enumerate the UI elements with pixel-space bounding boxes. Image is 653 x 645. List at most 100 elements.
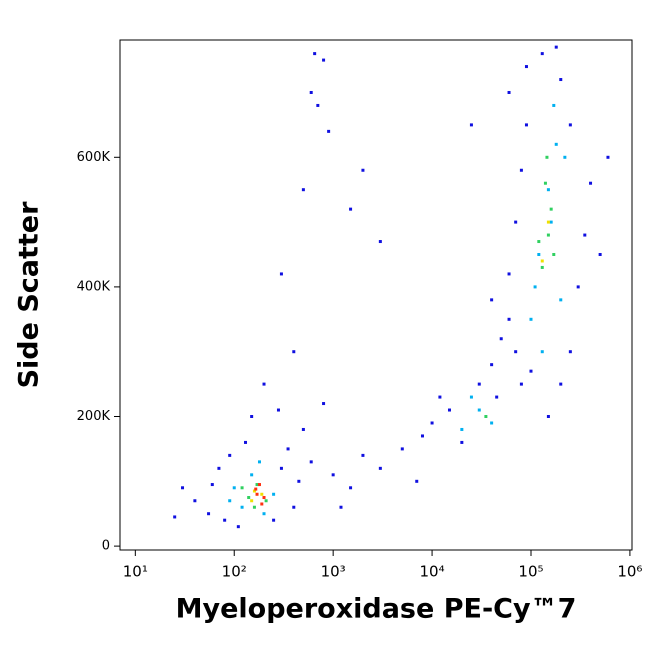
point [563,155,567,159]
point [173,515,177,519]
point [331,473,335,477]
point [262,496,266,500]
point [552,103,556,107]
point [279,272,283,276]
x-tick-label: 10⁴ [420,563,445,581]
point [529,317,533,321]
point [568,123,572,127]
point [207,512,211,516]
y-tick-label: 0 [102,539,110,554]
point [252,505,256,509]
point [490,363,494,367]
point [217,466,221,470]
point [543,181,547,185]
y-axis-label: Side Scatter [14,201,45,389]
point [236,525,240,529]
point [529,369,533,373]
point [361,453,365,457]
point [279,466,283,470]
point [250,415,254,419]
point [232,486,236,490]
point [519,382,523,386]
point [447,408,451,412]
point [540,259,544,263]
point [313,52,317,56]
point [477,408,481,412]
point [262,512,266,516]
point [606,155,610,159]
point [247,496,251,500]
point [430,421,434,425]
point [255,483,259,487]
point [598,252,602,256]
point [559,382,563,386]
point [292,505,296,509]
point [514,220,518,224]
point [524,123,528,127]
point [546,188,550,192]
point [514,350,518,354]
point [378,240,382,244]
point [540,265,544,269]
point [400,447,404,451]
point [223,518,227,522]
point [576,285,580,289]
point [257,483,261,487]
point [272,492,276,496]
point [309,460,313,464]
point [554,45,558,49]
point [583,233,587,237]
point [477,382,481,386]
point [546,233,550,237]
point [257,460,261,464]
point [469,395,473,399]
point [546,220,550,224]
x-tick-label: 10³ [321,563,346,581]
point [559,78,563,82]
y-tick-label: 400K [77,279,111,294]
x-tick-label: 10¹ [123,563,148,581]
point [252,489,256,493]
point [228,453,232,457]
point [210,483,214,487]
plot-frame [119,39,633,551]
point [507,90,511,94]
point [519,168,523,172]
point [545,155,549,159]
point [349,486,353,490]
point [495,395,499,399]
point [260,502,264,506]
point [549,207,553,211]
point [272,518,276,522]
point [292,350,296,354]
point [322,402,326,406]
point [181,486,185,490]
point [301,188,305,192]
point [297,479,301,483]
y-tick-label: 200K [77,409,111,424]
point [264,499,268,503]
point [438,395,442,399]
point [507,272,511,276]
point [460,427,464,431]
point [524,65,528,69]
point [240,486,244,490]
point [286,447,290,451]
point [540,52,544,56]
point [254,487,258,491]
point [378,466,382,470]
point [540,350,544,354]
point [484,415,488,419]
x-tick-label: 10⁶ [617,563,642,581]
point [568,350,572,354]
point [490,298,494,302]
x-axis-label: Myeloperoxidase PE-Cy™7 [176,594,577,625]
point [415,479,419,483]
point [361,168,365,172]
point [276,408,280,412]
point [554,142,558,146]
point [559,298,563,302]
point [490,421,494,425]
point [327,129,331,133]
point [339,505,343,509]
